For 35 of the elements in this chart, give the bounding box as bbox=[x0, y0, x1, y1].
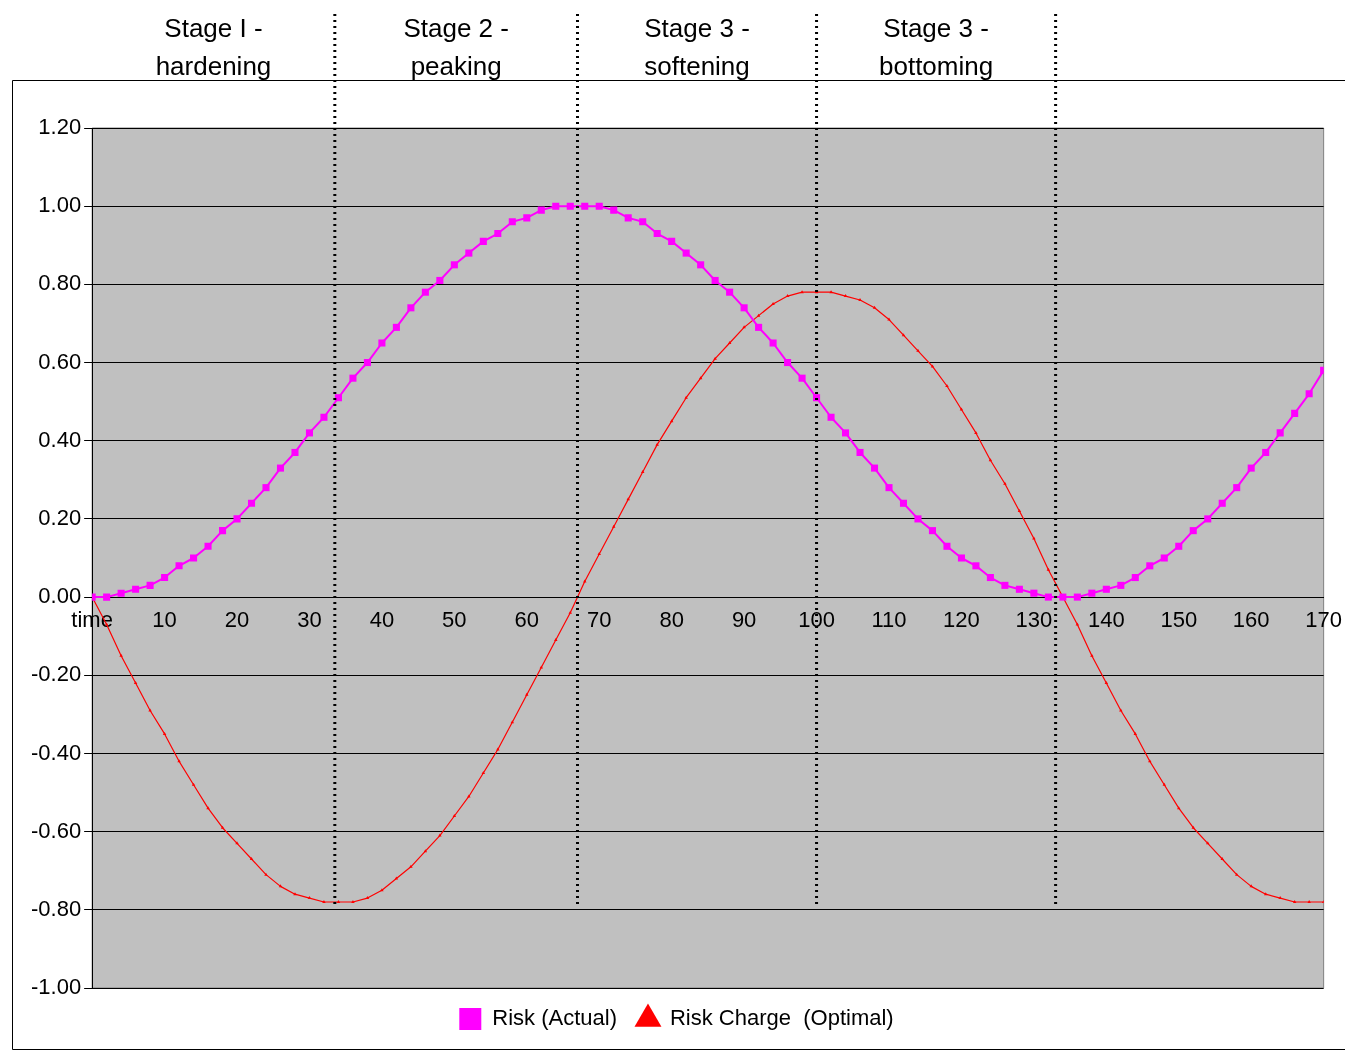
x-tick-label: 30 bbox=[297, 607, 322, 633]
y-tick-label: 1.00 bbox=[38, 192, 82, 218]
y-tick-label: 0.20 bbox=[38, 504, 82, 530]
legend-label: Risk Charge (Optimal) bbox=[669, 1005, 894, 1031]
x-tick-label: 120 bbox=[943, 607, 980, 633]
y-tick-label: 0.00 bbox=[38, 583, 82, 609]
text: Stage 3 - softening bbox=[644, 13, 750, 82]
x-tick-label: 160 bbox=[1232, 607, 1270, 633]
x-tick-label: 170 bbox=[1305, 607, 1343, 633]
y-tick-label: -0.20 bbox=[30, 661, 82, 687]
x-tick-label: 150 bbox=[1160, 607, 1198, 633]
x-tick-label: 140 bbox=[1087, 607, 1125, 633]
x-tick-label: 90 bbox=[731, 607, 757, 633]
x-tick-label: 70 bbox=[586, 607, 612, 633]
legend-label: Risk (Actual) bbox=[492, 1005, 617, 1031]
y-tick-label: 0.60 bbox=[38, 348, 82, 374]
x-tick-label: 80 bbox=[659, 607, 684, 633]
x-tick-label: 60 bbox=[514, 607, 540, 633]
x-tick-label: 130 bbox=[1015, 607, 1053, 633]
x-tick-label: 100 bbox=[798, 607, 835, 633]
text: Stage 2 - peaking bbox=[403, 13, 509, 82]
y-tick-label: 0.40 bbox=[38, 426, 82, 452]
text: Stage I - hardening bbox=[155, 13, 272, 82]
x-tick-label: 110 bbox=[871, 607, 907, 633]
y-tick-label: -0.40 bbox=[30, 739, 82, 765]
x-tick-label: 20 bbox=[224, 607, 250, 633]
y-tick-label: 1.20 bbox=[38, 114, 82, 140]
y-tick-label: 0.80 bbox=[38, 270, 82, 296]
x-tick-label: 40 bbox=[369, 607, 395, 633]
y-tick-label: -1.00 bbox=[30, 974, 82, 1000]
text: Stage 3 - bottoming bbox=[878, 13, 994, 82]
x-tick-label: 10 bbox=[152, 607, 177, 633]
y-tick-label: -0.80 bbox=[30, 895, 82, 921]
x-tick-label: 50 bbox=[442, 607, 467, 633]
y-tick-label: -0.60 bbox=[30, 817, 82, 843]
